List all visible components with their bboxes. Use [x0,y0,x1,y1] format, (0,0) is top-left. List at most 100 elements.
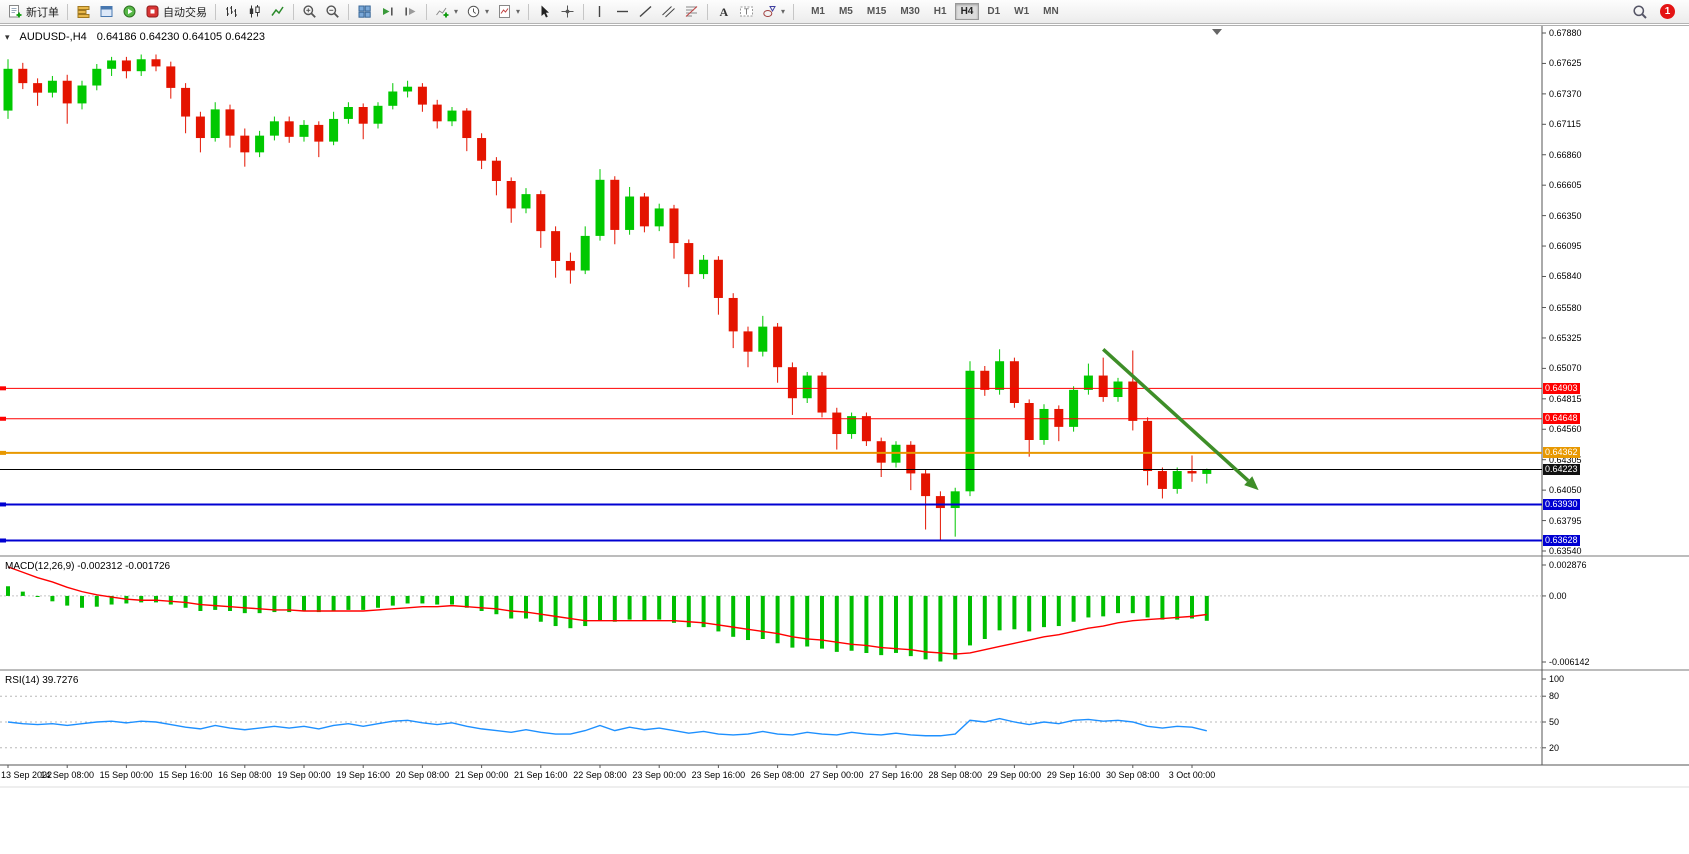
candle-body [269,121,279,136]
timeframe-h1[interactable]: H1 [933,6,947,17]
time-axis-label: 19 Sep 00:00 [277,770,331,780]
toolbar-right-group: 1 [1628,1,1685,22]
candle-body [1128,381,1138,421]
price-axis-label: 0.63540 [1549,546,1582,556]
trend-arrow-line[interactable] [1102,347,1250,483]
vertical-line-icon [592,4,607,19]
notification-badge[interactable]: 1 [1660,4,1675,19]
candle-body [447,110,457,122]
timeframe-w1[interactable]: W1 [1014,6,1030,17]
chart-shift-icon [403,4,418,19]
candle-body [225,109,235,136]
auto-scroll-button[interactable] [376,1,399,22]
candle-body [580,235,590,271]
timeframe-m1[interactable]: M1 [811,6,825,17]
text-button[interactable]: A [712,1,735,22]
horizontal-line-button[interactable] [611,1,634,22]
candle-body [861,416,871,442]
candlestick-chart-icon [247,4,262,19]
price-tag: 0.63628 [1543,534,1580,546]
price-axis-label: 0.67625 [1549,58,1582,69]
candle-body [358,107,368,124]
text-label-button[interactable]: T [735,1,758,22]
shapes-button[interactable]: ▾ [758,1,789,22]
market-depth-button[interactable] [72,1,95,22]
text-icon: A [716,4,731,19]
vertical-line-button[interactable] [588,1,611,22]
line-chart-button[interactable] [266,1,289,22]
zoom-in-button[interactable] [298,1,321,22]
bar-chart-button[interactable] [220,1,243,22]
main-toolbar: 新订单 自动交易 ▾ ▾ ▾ A [0,0,1689,24]
candlestick-chart-button[interactable] [243,1,266,22]
candle-body [92,68,102,86]
price-axis-label: 0.64560 [1549,424,1582,435]
zoom-out-button[interactable] [321,1,344,22]
macd-axis-label: 0.002876 [1549,560,1587,570]
candle-body [33,83,43,93]
time-axis-label: 15 Sep 00:00 [99,770,154,780]
price-tag: 0.64362 [1543,447,1580,459]
price-axis-label: 0.66350 [1549,210,1582,221]
candle-body [1172,471,1182,489]
new-order-button[interactable]: 新订单 [4,1,63,22]
strategy-tester-button[interactable] [118,1,141,22]
chart-shift-button[interactable] [399,1,422,22]
trendline-button[interactable] [634,1,657,22]
candle-body [388,91,398,106]
data-window-button[interactable] [95,1,118,22]
indicators-button[interactable]: ▾ [431,1,462,22]
candle-body [329,118,339,142]
chart-title: ▾ AUDUSD-,H4 0.64186 0.64230 0.64105 0.6… [5,31,265,43]
fibonacci-button[interactable] [680,1,703,22]
chart-shift-marker[interactable] [1212,29,1222,35]
candle-body [1054,408,1064,427]
tile-windows-icon [357,4,372,19]
search-icon [1632,4,1648,20]
price-axis-label: 0.64050 [1549,485,1582,496]
new-order-label: 新订单 [26,6,59,19]
candle-body [965,370,975,492]
time-axis-label: 21 Sep 00:00 [454,770,509,780]
crosshair-button[interactable] [556,1,579,22]
templates-button[interactable]: ▾ [493,1,524,22]
chevron-down-icon: ▾ [781,7,786,16]
one-click-trading-toggle[interactable]: ▾ [5,31,10,42]
timeframe-m15[interactable]: M15 [866,6,887,17]
candle-body [462,110,472,139]
time-axis-label: 29 Sep 16:00 [1046,770,1101,780]
auto-scroll-icon [380,4,395,19]
trend-arrow-head[interactable] [1244,476,1259,491]
auto-trading-button[interactable]: 自动交易 [141,1,211,22]
toolbar-separator [348,3,349,20]
candle-body [1113,381,1123,398]
macd-signal-line [7,566,1207,655]
price-axis-label: 0.64305 [1549,454,1582,465]
candle-body [151,59,161,67]
timeframe-d1[interactable]: D1 [987,6,1001,17]
time-axis-label: 27 Sep 00:00 [810,770,864,780]
candle-body [625,196,635,230]
candle-body [802,375,812,399]
cursor-button[interactable] [533,1,556,22]
timeframe-m30[interactable]: M30 [900,6,920,17]
price-axis-label: 0.66095 [1549,241,1582,252]
timeframe-h4[interactable]: H4 [954,3,980,20]
search-button[interactable] [1628,1,1652,22]
periods-button[interactable]: ▾ [462,1,493,22]
toolbar-separator [583,3,585,20]
price-axis-label: 0.66605 [1549,180,1582,191]
candle-body [491,160,501,181]
time-axis-label: 13 Sep 2022 [1,770,53,780]
candle-body [817,375,827,413]
equidistant-channel-button[interactable] [657,1,680,22]
chevron-down-icon: ▾ [454,7,459,16]
periods-icon [466,4,481,19]
market-depth-icon [76,4,91,19]
rsi-title: RSI(14) 39.7276 [5,675,79,686]
timeframe-m5[interactable]: M5 [838,6,853,17]
time-axis-label: 28 Sep 08:00 [928,770,982,780]
hline-left-marker [0,538,6,543]
tile-windows-button[interactable] [353,1,376,22]
timeframe-mn[interactable]: MN [1043,6,1059,17]
